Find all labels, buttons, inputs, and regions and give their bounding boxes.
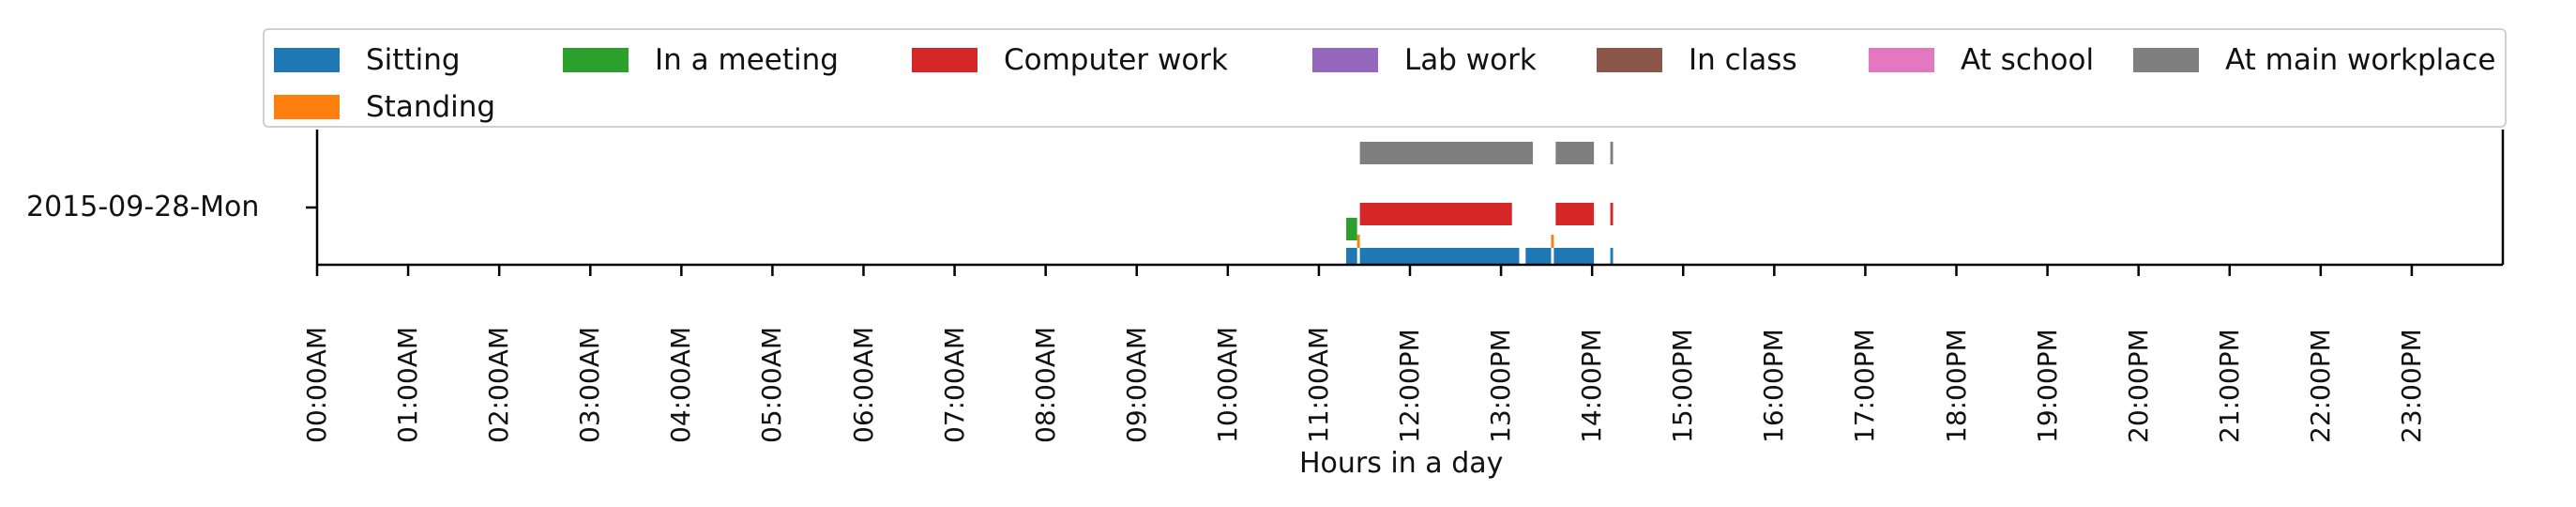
xtick-label-12: 12:00PM xyxy=(1394,329,1425,443)
bar-sitting-4 xyxy=(1610,248,1614,265)
legend-item-standing: Standing xyxy=(274,90,495,124)
legend-label: Computer work xyxy=(1004,43,1228,77)
legend-swatch xyxy=(563,48,629,72)
bar-sitting-1 xyxy=(1359,248,1520,265)
legend-item-at-main-workplace: At main workplace xyxy=(2133,43,2495,77)
legend-swatch xyxy=(1869,48,1934,72)
xtick-label-6: 06:00AM xyxy=(847,326,879,443)
bar-at-main-workplace-2 xyxy=(1610,142,1614,164)
legend-label: In class xyxy=(1689,43,1797,77)
bar-sitting-2 xyxy=(1525,248,1552,265)
ytick-label-0: 2015-09-28-Mon xyxy=(26,191,260,223)
xtick-label-22: 22:00PM xyxy=(2304,329,2336,443)
xtick-label-1: 01:00AM xyxy=(392,326,424,443)
bar-computer-work-2 xyxy=(1610,203,1614,225)
xtick-label-9: 09:00AM xyxy=(1120,326,1152,443)
bar-at-main-workplace-1 xyxy=(1555,142,1595,164)
legend-swatch xyxy=(274,48,340,72)
legend-label: Standing xyxy=(366,90,496,124)
xtick-label-17: 17:00PM xyxy=(1849,329,1881,443)
legend-label: At school xyxy=(1961,43,2095,77)
bar-standing-0 xyxy=(1356,235,1360,248)
legend-item-in-a-meeting: In a meeting xyxy=(563,43,839,77)
xtick-label-23: 23:00PM xyxy=(2395,329,2427,443)
xtick-label-16: 16:00PM xyxy=(1758,329,1790,443)
xtick-label-2: 02:00AM xyxy=(483,326,515,443)
xtick-label-11: 11:00AM xyxy=(1302,326,1334,443)
bar-at-main-workplace-0 xyxy=(1359,142,1534,164)
legend-swatch xyxy=(912,48,977,72)
legend-item-in-class: In class xyxy=(1597,43,1797,77)
legend-swatch xyxy=(1312,48,1378,72)
xtick-label-4: 04:00AM xyxy=(665,326,697,443)
xtick-label-21: 21:00PM xyxy=(2213,329,2245,443)
legend-swatch xyxy=(1597,48,1662,72)
legend: Sitting In a meeting Computer work Lab work… xyxy=(263,28,2507,128)
legend-swatch xyxy=(2133,48,2199,72)
xtick-label-18: 18:00PM xyxy=(1940,329,1972,443)
legend-label: Lab work xyxy=(1404,43,1537,77)
legend-item-computer-work: Computer work xyxy=(912,43,1228,77)
legend-item-lab-work: Lab work xyxy=(1312,43,1537,77)
axes-group xyxy=(306,130,2505,276)
xtick-label-19: 19:00PM xyxy=(2031,329,2063,443)
xtick-label-3: 03:00AM xyxy=(574,326,606,443)
xtick-label-20: 20:00PM xyxy=(2122,329,2154,443)
bar-in-a-meeting-0 xyxy=(1346,218,1357,240)
x-axis-label: Hours in a day xyxy=(1299,447,1504,480)
bar-standing-1 xyxy=(1551,235,1554,248)
xtick-label-8: 08:00AM xyxy=(1029,326,1061,443)
legend-swatch xyxy=(274,95,340,119)
legend-label: At main workplace xyxy=(2225,43,2496,77)
bar-computer-work-1 xyxy=(1555,203,1595,225)
xtick-label-5: 05:00AM xyxy=(756,326,788,443)
xtick-label-15: 15:00PM xyxy=(1667,329,1699,443)
legend-item-at-school: At school xyxy=(1869,43,2094,77)
xtick-label-7: 07:00AM xyxy=(938,326,970,443)
legend-item-sitting: Sitting xyxy=(274,43,461,77)
xtick-label-10: 10:00AM xyxy=(1211,326,1243,443)
bar-sitting-0 xyxy=(1346,248,1357,265)
xtick-label-0: 00:00AM xyxy=(301,326,332,443)
bar-sitting-3 xyxy=(1553,248,1595,265)
xtick-label-13: 13:00PM xyxy=(1485,329,1517,443)
xtick-label-14: 14:00PM xyxy=(1576,329,1608,443)
legend-label: In a meeting xyxy=(655,43,839,77)
bar-computer-work-0 xyxy=(1359,203,1512,225)
legend-label: Sitting xyxy=(366,43,461,77)
bars-group xyxy=(1346,142,1614,265)
